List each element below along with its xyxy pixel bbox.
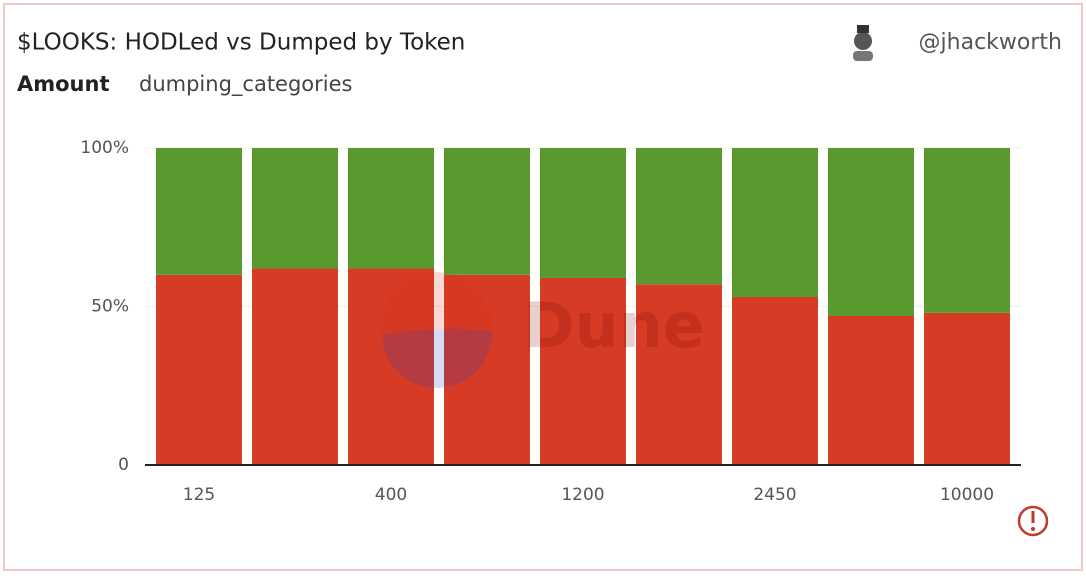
bar-segment — [156, 274, 242, 465]
y-tick-label: 100% — [80, 138, 129, 158]
bar-segment — [444, 274, 530, 465]
author[interactable]: @jhackworth — [919, 30, 1062, 55]
bar-segment — [348, 148, 434, 269]
bar-segment — [924, 312, 1010, 465]
bar-segment — [828, 316, 914, 465]
bar-segment — [732, 148, 818, 297]
bar-segment — [828, 148, 914, 317]
bar-segment — [636, 148, 722, 285]
watermark-text: Dune — [523, 289, 705, 362]
bar-segment — [636, 284, 722, 465]
y-tick-label: 0 — [118, 455, 129, 475]
y-tick-label: 50% — [91, 297, 129, 317]
bar-segment — [540, 148, 626, 278]
chart-title: $LOOKS: HODLed vs Dumped by Token — [17, 30, 465, 56]
watermark: Dune — [382, 272, 705, 389]
bar-segment — [444, 148, 530, 275]
bar-segment — [156, 148, 242, 275]
bar-segment — [252, 148, 338, 269]
author-avatar — [853, 25, 873, 61]
x-tick-label: 125 — [183, 485, 215, 505]
x-tick-label: 400 — [375, 485, 407, 505]
x-tick-label: 2450 — [753, 485, 796, 505]
bar-segment — [540, 277, 626, 465]
bar-segment — [924, 148, 1010, 313]
x-tick-label: 10000 — [940, 485, 994, 505]
card: $LOOKS: HODLed vs Dumped by Token Amount… — [3, 3, 1083, 571]
x-tick-label: 1200 — [561, 485, 604, 505]
bar-segment — [732, 296, 818, 465]
chart: $LOOKS: HODLed vs Dumped by Token Amount… — [17, 25, 1062, 537]
tab[interactable]: dumping_categories — [139, 72, 352, 97]
bar-segment — [252, 268, 338, 465]
bar-segment — [348, 268, 434, 465]
tab[interactable]: Amount — [17, 72, 110, 96]
warning-icon[interactable] — [1017, 505, 1049, 537]
